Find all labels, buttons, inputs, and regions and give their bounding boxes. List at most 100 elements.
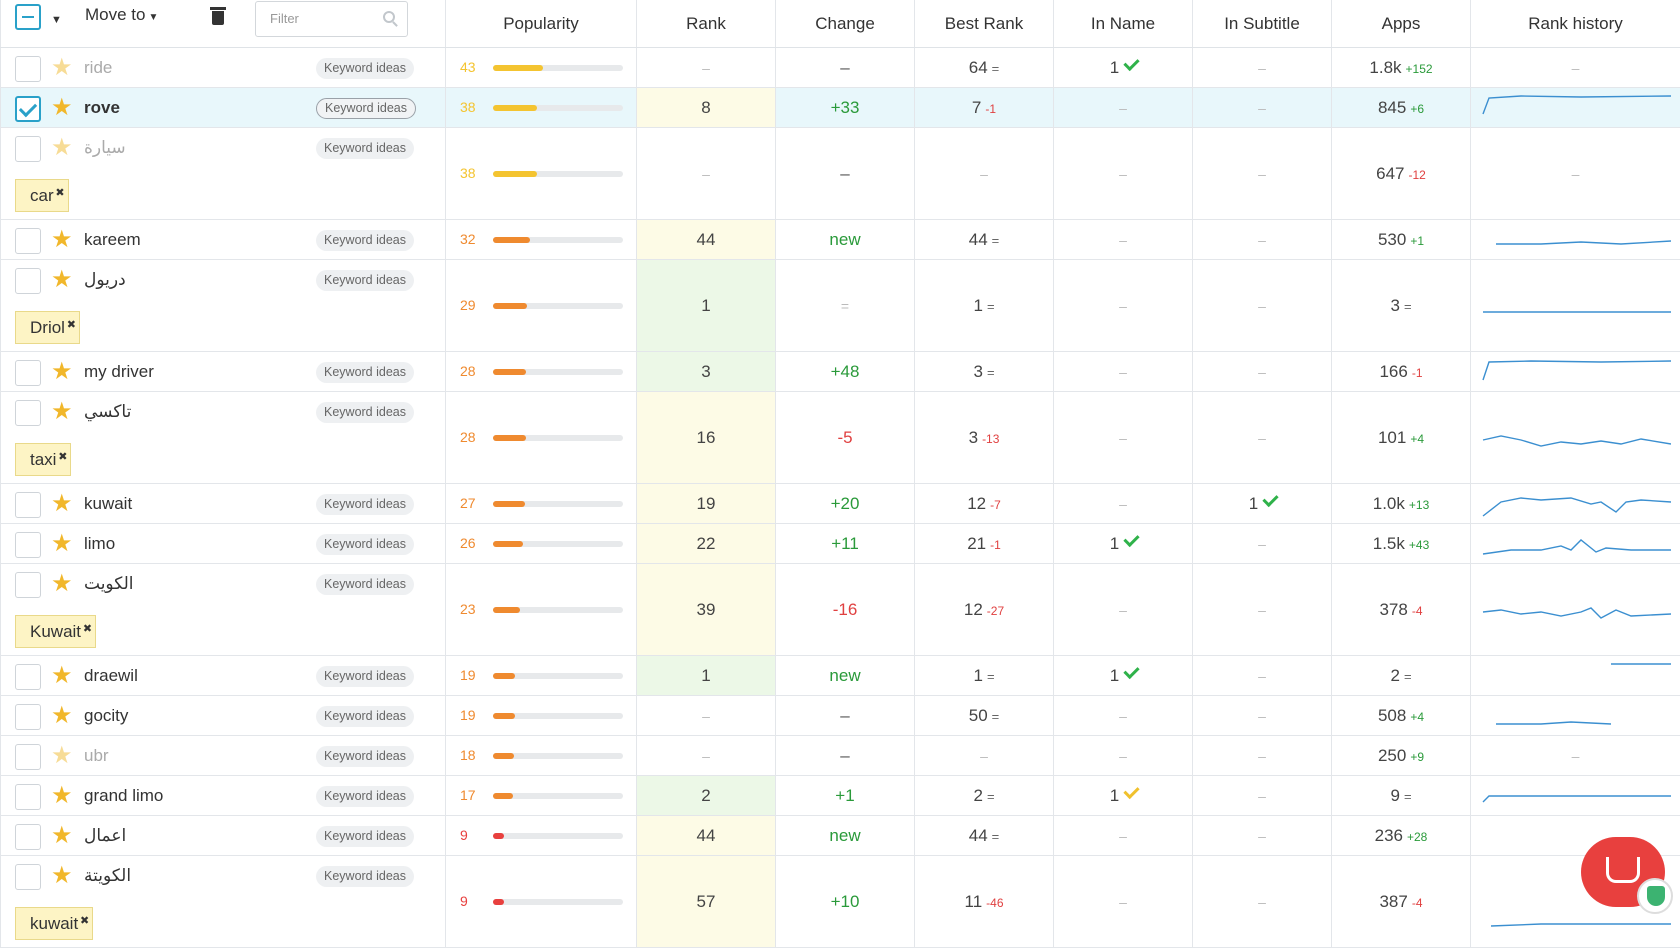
keyword-ideas-button[interactable]: Keyword ideas	[316, 270, 414, 291]
col-best-rank[interactable]: Best Rank	[915, 0, 1054, 48]
keyword-ideas-button[interactable]: Keyword ideas	[316, 138, 414, 159]
star-icon[interactable]: ★	[51, 704, 73, 728]
star-icon[interactable]: ★	[51, 784, 73, 808]
keyword-ideas-button[interactable]: Keyword ideas	[316, 826, 414, 847]
row-checkbox[interactable]	[15, 228, 41, 254]
row-checkbox[interactable]	[15, 824, 41, 850]
col-in-subtitle[interactable]: In Subtitle	[1193, 0, 1332, 48]
close-icon[interactable]: ✖	[83, 614, 92, 645]
star-icon[interactable]: ★	[51, 136, 73, 160]
translation-tag[interactable]: taxi✖	[15, 443, 71, 476]
star-icon[interactable]: ★	[51, 268, 73, 292]
select-caret-icon[interactable]: ▼	[51, 14, 62, 26]
rank-history-sparkline[interactable]	[1481, 780, 1671, 812]
row-checkbox[interactable]	[15, 572, 41, 598]
keyword-ideas-button[interactable]: Keyword ideas	[316, 230, 414, 251]
row-checkbox[interactable]	[15, 704, 41, 730]
star-icon[interactable]: ★	[51, 492, 73, 516]
row-checkbox[interactable]	[15, 532, 41, 558]
keyword-ideas-button[interactable]: Keyword ideas	[316, 706, 414, 727]
rank-history-sparkline[interactable]	[1481, 660, 1671, 692]
keyword-ideas-button[interactable]: Keyword ideas	[316, 494, 414, 515]
select-all-checkbox[interactable]	[15, 4, 41, 30]
row-checkbox[interactable]	[15, 136, 41, 162]
keyword-ideas-button[interactable]: Keyword ideas	[316, 58, 414, 79]
col-change[interactable]: Change	[776, 0, 915, 48]
row-checkbox[interactable]	[15, 268, 41, 294]
rank-history-sparkline[interactable]	[1481, 264, 1671, 348]
keyword-ideas-button[interactable]: Keyword ideas	[316, 534, 414, 555]
star-icon[interactable]: ★	[51, 744, 73, 768]
col-rank-history[interactable]: Rank history	[1471, 0, 1680, 48]
row-checkbox[interactable]	[15, 360, 41, 386]
move-to-button[interactable]: Move to▼	[85, 5, 158, 25]
translation-tag[interactable]: car✖	[15, 179, 69, 212]
rank-history-sparkline[interactable]	[1481, 488, 1671, 520]
col-apps[interactable]: Apps	[1332, 0, 1471, 48]
keyword-ideas-button[interactable]: Keyword ideas	[316, 866, 414, 887]
star-icon[interactable]: ★	[51, 572, 73, 596]
star-icon[interactable]: ★	[51, 532, 73, 556]
row-checkbox[interactable]	[15, 492, 41, 518]
close-icon[interactable]: ✖	[55, 178, 64, 209]
rank-history-sparkline[interactable]	[1481, 356, 1671, 388]
star-icon[interactable]: ★	[51, 96, 73, 120]
trash-icon[interactable]	[210, 7, 226, 25]
col-rank[interactable]: Rank	[637, 0, 776, 48]
row-checkbox[interactable]	[15, 664, 41, 690]
star-icon[interactable]: ★	[51, 400, 73, 424]
translation-tag[interactable]: kuwait✖	[15, 907, 93, 940]
keyword-ideas-button[interactable]: Keyword ideas	[316, 402, 414, 423]
keyword-ideas-button[interactable]: Keyword ideas	[316, 362, 414, 383]
row-checkbox[interactable]	[15, 400, 41, 426]
shield-badge[interactable]	[1637, 878, 1673, 914]
keyword-ideas-button[interactable]: Keyword ideas	[316, 666, 414, 687]
row-checkbox[interactable]	[15, 744, 41, 770]
col-popularity[interactable]: Popularity	[446, 0, 637, 48]
keyword-ideas-button[interactable]: Keyword ideas	[316, 98, 416, 119]
apps-cell: 387-4	[1332, 856, 1471, 948]
translation-tag[interactable]: Driol✖	[15, 311, 80, 344]
rank-history-sparkline[interactable]	[1481, 92, 1671, 124]
close-icon[interactable]: ✖	[67, 310, 76, 341]
rank-history-sparkline[interactable]	[1481, 224, 1671, 256]
rank-history-sparkline[interactable]	[1481, 528, 1671, 560]
row-checkbox[interactable]	[15, 784, 41, 810]
star-icon[interactable]: ★	[51, 228, 73, 252]
rank-history-sparkline[interactable]	[1481, 568, 1671, 652]
filter-input[interactable]: Filter	[255, 1, 408, 37]
row-checkbox[interactable]	[15, 96, 41, 122]
star-icon[interactable]: ★	[51, 56, 73, 80]
in-name-cell: –	[1054, 816, 1193, 856]
rank-history-sparkline[interactable]	[1481, 700, 1671, 732]
star-icon[interactable]: ★	[51, 864, 73, 888]
row-checkbox[interactable]	[15, 56, 41, 82]
star-icon[interactable]: ★	[51, 824, 73, 848]
col-in-name[interactable]: In Name	[1054, 0, 1193, 48]
keyword-ideas-button[interactable]: Keyword ideas	[316, 746, 414, 767]
translation-tag[interactable]: Kuwait✖	[15, 615, 96, 648]
star-icon[interactable]: ★	[51, 664, 73, 688]
keyword-ideas-button[interactable]: Keyword ideas	[316, 574, 414, 595]
rank-history-sparkline[interactable]	[1481, 396, 1671, 480]
row-checkbox[interactable]	[15, 864, 41, 890]
star-icon[interactable]: ★	[51, 360, 73, 384]
close-icon[interactable]: ✖	[58, 442, 67, 473]
keyword-ideas-button[interactable]: Keyword ideas	[316, 786, 414, 807]
